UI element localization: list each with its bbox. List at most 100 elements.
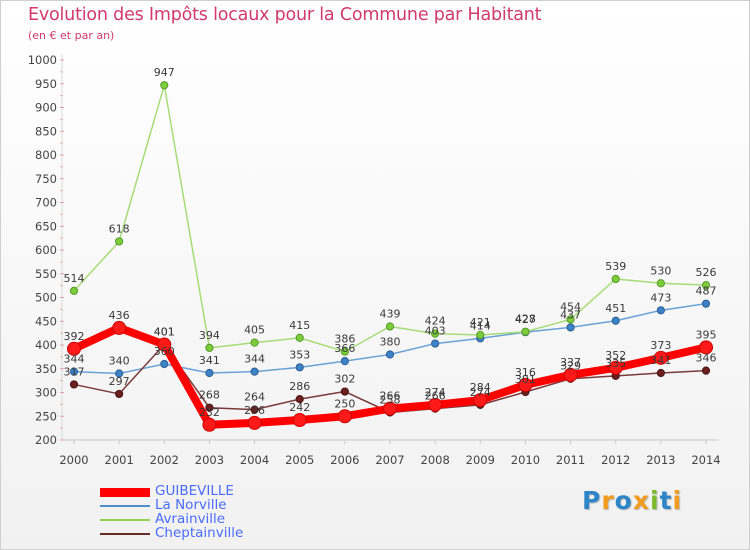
data-label-cheptainville: 302 — [334, 373, 355, 386]
data-label-avrainville: 428 — [515, 313, 536, 326]
data-point-guibeville — [247, 415, 262, 430]
data-point-avrainville — [701, 281, 711, 290]
y-tick-label: 300 — [35, 386, 57, 400]
data-label-la-norville: 380 — [380, 336, 401, 349]
data-point-la-norville — [160, 359, 169, 369]
data-point-guibeville — [112, 320, 127, 335]
y-tick-label: 350 — [35, 362, 57, 376]
data-label-la-norville: 473 — [650, 291, 671, 304]
data-label-cheptainville: 346 — [696, 352, 717, 365]
data-label-la-norville: 340 — [109, 355, 130, 368]
data-label-guibeville: 352 — [605, 349, 626, 362]
logo-letter: r — [601, 486, 615, 515]
data-label-guibeville: 284 — [470, 381, 491, 394]
data-label-avrainville: 618 — [109, 222, 130, 235]
data-label-avrainville: 514 — [64, 272, 85, 285]
proxiti-logo: Proxiti — [582, 486, 682, 515]
data-label-la-norville: 487 — [696, 285, 717, 298]
data-point-cheptainville — [340, 387, 349, 396]
data-label-avrainville: 405 — [244, 324, 265, 337]
data-point-guibeville — [292, 413, 307, 428]
legend-swatch-cheptainville — [100, 533, 150, 535]
data-point-guibeville — [653, 350, 668, 365]
data-point-avrainville — [611, 274, 620, 284]
data-point-avrainville — [340, 347, 349, 356]
x-tick-label: 2012 — [601, 453, 630, 467]
data-point-avrainville — [115, 237, 124, 246]
data-point-la-norville — [611, 316, 620, 325]
data-point-cheptainville — [295, 395, 304, 404]
y-tick-label: 700 — [35, 196, 57, 210]
data-label-la-norville: 437 — [560, 308, 581, 321]
x-tick-label: 2004 — [240, 453, 269, 467]
data-label-la-norville: 344 — [244, 353, 265, 366]
data-label-la-norville: 344 — [64, 353, 85, 366]
y-tick-label: 850 — [35, 124, 57, 138]
data-point-avrainville — [521, 327, 530, 336]
data-label-guibeville: 436 — [109, 309, 130, 322]
data-point-guibeville — [337, 409, 352, 424]
data-point-guibeville — [428, 397, 443, 412]
data-label-la-norville: 427 — [515, 313, 536, 326]
y-tick-label: 1000 — [28, 53, 57, 67]
legend-label-la-norville: La Norville — [155, 497, 227, 513]
data-point-avrainville — [656, 279, 665, 288]
y-tick-label: 750 — [35, 172, 57, 186]
legend-label-avrainville: Avrainville — [155, 511, 226, 527]
data-label-cheptainville: 329 — [560, 360, 581, 373]
data-point-avrainville — [295, 333, 304, 342]
data-label-guibeville: 266 — [380, 390, 401, 403]
data-label-avrainville: 530 — [650, 264, 671, 277]
y-tick-label: 550 — [35, 267, 57, 281]
data-label-guibeville: 337 — [560, 356, 581, 369]
data-point-la-norville — [250, 367, 259, 376]
data-point-avrainville — [385, 322, 395, 331]
data-label-guibeville: 274 — [425, 386, 446, 399]
legend-label-guibeville: GUIBEVILLE — [155, 483, 234, 499]
data-point-la-norville — [385, 350, 395, 359]
y-tick-label: 250 — [35, 409, 57, 423]
data-label-guibeville: 392 — [64, 330, 85, 343]
logo-letter: o — [614, 486, 633, 515]
data-point-guibeville — [202, 417, 217, 432]
data-point-avrainville — [476, 330, 485, 340]
data-label-avrainville: 947 — [154, 66, 175, 79]
data-label-cheptainville: 335 — [605, 357, 626, 370]
data-point-cheptainville — [69, 380, 79, 389]
data-label-avrainville: 454 — [560, 300, 581, 313]
data-label-cheptainville: 268 — [199, 389, 220, 402]
x-tick-label: 2014 — [691, 453, 720, 467]
data-point-cheptainville — [115, 389, 124, 399]
logo-letter: x — [632, 486, 650, 515]
data-label-guibeville: 373 — [650, 339, 671, 352]
x-tick-label: 2007 — [375, 453, 404, 467]
data-label-avrainville: 394 — [199, 329, 220, 342]
data-point-la-norville — [566, 323, 575, 332]
logo-letter: i — [650, 486, 660, 515]
data-label-cheptainville: 341 — [650, 354, 671, 367]
data-label-la-norville: 366 — [334, 342, 355, 355]
data-point-la-norville — [340, 357, 349, 366]
y-tick-label: 500 — [35, 291, 57, 305]
data-label-guibeville: 401 — [154, 326, 175, 339]
data-point-avrainville — [69, 286, 79, 295]
data-label-cheptainville: 266 — [425, 390, 446, 403]
data-label-guibeville: 316 — [515, 366, 536, 379]
data-label-cheptainville: 258 — [380, 393, 401, 406]
x-tick-label: 2005 — [285, 453, 314, 467]
x-tick-label: 2008 — [421, 453, 450, 467]
data-point-cheptainville — [250, 405, 259, 414]
data-label-cheptainville: 297 — [109, 375, 130, 388]
data-point-la-norville — [115, 369, 124, 378]
logo-letter: P — [582, 486, 602, 515]
data-label-avrainville: 439 — [380, 307, 401, 320]
data-point-la-norville — [431, 339, 440, 348]
data-label-cheptainville: 264 — [244, 391, 265, 404]
data-point-guibeville — [563, 367, 578, 382]
x-tick-label: 2000 — [59, 453, 88, 467]
y-tick-label: 200 — [35, 433, 57, 447]
data-label-avrainville: 421 — [470, 316, 491, 329]
data-label-la-norville: 341 — [199, 354, 220, 367]
